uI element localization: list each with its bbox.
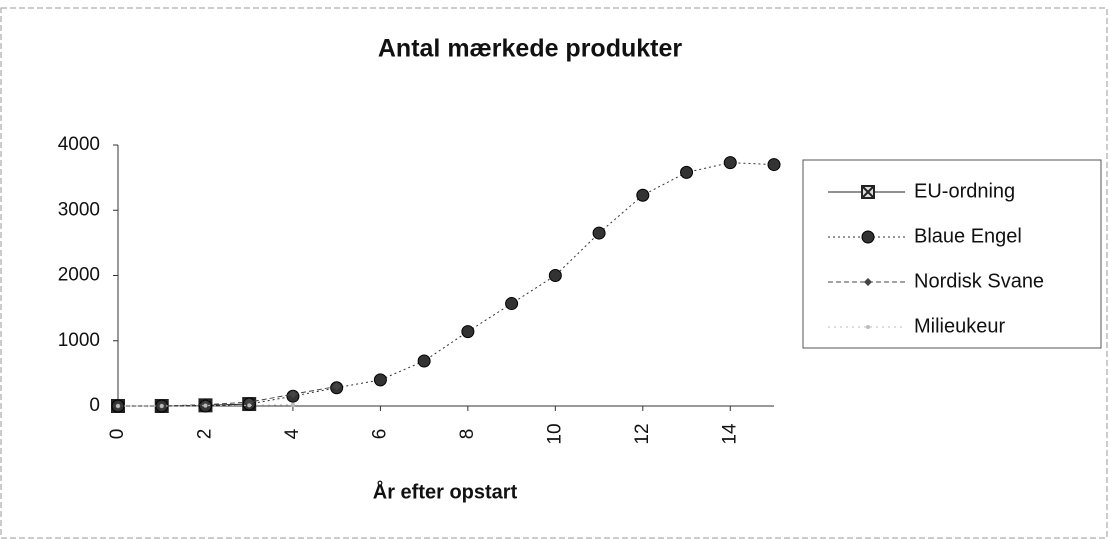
marker xyxy=(373,373,387,387)
marker xyxy=(332,382,341,391)
chart-title: Antal mærkede produkter xyxy=(378,35,683,63)
marker xyxy=(861,185,875,199)
series-line xyxy=(118,162,775,407)
marker xyxy=(636,188,650,202)
marker xyxy=(247,403,252,408)
x-tick-label: 6 xyxy=(369,429,390,440)
marker xyxy=(548,269,562,282)
x-axis-label: År efter opstart xyxy=(373,479,518,503)
x-tick-label: 0 xyxy=(107,429,128,440)
marker xyxy=(245,398,254,407)
marker xyxy=(288,390,297,399)
marker xyxy=(417,354,431,368)
y-tick-label: 3000 xyxy=(58,199,100,220)
marker xyxy=(505,297,519,311)
legend-box xyxy=(802,159,1102,349)
marker xyxy=(864,278,872,286)
legend-label: Milieukeur xyxy=(914,315,1005,337)
marker xyxy=(290,402,295,407)
x-tick-label: 14 xyxy=(719,423,740,445)
legend-label: Nordisk Svane xyxy=(914,270,1044,292)
marker xyxy=(159,404,164,408)
marker xyxy=(767,158,781,172)
marker xyxy=(203,403,208,408)
marker xyxy=(723,156,737,170)
y-tick-label: 1000 xyxy=(58,330,100,351)
marker xyxy=(592,226,606,240)
y-tick-label: 4000 xyxy=(58,134,100,155)
legend-label: Blaue Engel xyxy=(914,225,1022,247)
x-tick-label: 10 xyxy=(544,423,565,444)
series-line xyxy=(118,385,337,407)
x-tick-label: 2 xyxy=(194,429,215,440)
y-tick-label: 0 xyxy=(89,395,100,416)
y-tick-label: 2000 xyxy=(58,265,100,286)
x-tick-label: 8 xyxy=(457,429,478,440)
marker xyxy=(461,325,475,339)
x-tick-label: 4 xyxy=(282,428,303,439)
legend-label: EU-ordning xyxy=(914,180,1015,202)
x-tick-label: 12 xyxy=(632,423,653,444)
chart-border xyxy=(0,7,1108,539)
marker xyxy=(116,404,120,408)
marker xyxy=(680,165,694,179)
marker xyxy=(866,325,870,329)
series-line xyxy=(118,404,293,407)
marker xyxy=(861,230,875,244)
